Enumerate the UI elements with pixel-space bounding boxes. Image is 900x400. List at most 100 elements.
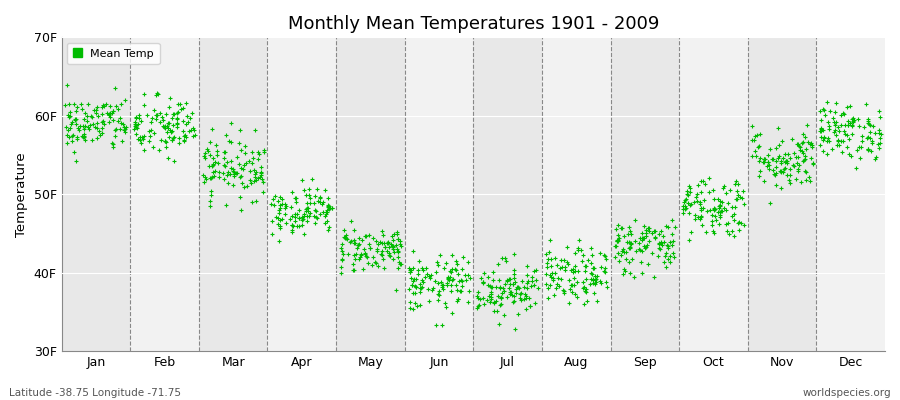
Point <box>318 220 332 226</box>
Point <box>682 189 697 195</box>
Point <box>678 197 692 204</box>
Point <box>334 245 348 251</box>
Point <box>788 154 803 160</box>
Point <box>862 129 877 136</box>
Point <box>303 200 318 206</box>
Point <box>321 203 336 210</box>
Point <box>712 205 726 211</box>
Point <box>103 113 117 120</box>
Point <box>308 193 322 200</box>
Point <box>586 277 600 283</box>
Point <box>554 257 569 263</box>
Point <box>215 170 230 176</box>
Point <box>350 244 365 251</box>
Point <box>254 164 268 170</box>
Point <box>505 299 519 306</box>
Point <box>779 171 794 178</box>
Point <box>517 296 531 302</box>
Point <box>177 137 192 144</box>
Point <box>310 186 324 192</box>
Point <box>225 182 239 188</box>
Point <box>577 284 591 290</box>
Point <box>789 140 804 147</box>
Point <box>783 172 797 179</box>
Point <box>846 115 860 122</box>
Point <box>85 114 99 120</box>
Point <box>149 112 164 118</box>
Point <box>797 153 812 159</box>
Point <box>508 290 523 296</box>
Point <box>451 296 465 302</box>
Point <box>409 284 423 290</box>
Point <box>334 264 348 270</box>
Point <box>430 262 445 268</box>
Point <box>415 284 429 290</box>
Point <box>320 218 335 224</box>
Point <box>237 162 251 168</box>
Bar <box>542 37 610 351</box>
Point <box>264 201 278 208</box>
Point <box>273 202 287 208</box>
Point <box>806 161 820 167</box>
Point <box>580 298 595 305</box>
Point <box>343 238 357 245</box>
Point <box>185 125 200 131</box>
Point <box>615 248 629 254</box>
Point <box>391 236 405 242</box>
Point <box>752 173 767 180</box>
Point <box>210 152 224 158</box>
Point <box>579 276 593 282</box>
Point <box>854 133 868 139</box>
Point <box>527 282 542 288</box>
Point <box>566 282 580 288</box>
Point <box>841 144 855 150</box>
Point <box>491 293 506 299</box>
Point <box>480 296 494 303</box>
Point <box>268 193 283 200</box>
Point <box>483 299 498 305</box>
Point <box>498 281 512 288</box>
Point <box>489 284 503 290</box>
Point <box>129 131 143 137</box>
Point <box>154 137 168 144</box>
Point <box>598 256 613 262</box>
Point <box>481 282 495 288</box>
Point <box>805 144 819 151</box>
Point <box>430 259 445 266</box>
Point <box>520 271 535 278</box>
Point <box>771 142 786 148</box>
Point <box>222 138 237 144</box>
Point <box>713 203 727 210</box>
Point <box>721 200 735 206</box>
Point <box>445 252 459 258</box>
Point <box>587 290 601 297</box>
Point <box>269 214 284 220</box>
Point <box>274 201 289 207</box>
Point <box>288 195 302 202</box>
Point <box>598 269 612 276</box>
Point <box>141 137 156 144</box>
Point <box>582 281 597 288</box>
Point <box>323 204 338 211</box>
Point <box>514 290 528 296</box>
Point <box>267 202 282 208</box>
Point <box>756 159 770 166</box>
Point <box>386 237 400 244</box>
Point <box>677 199 691 205</box>
Point <box>523 303 537 310</box>
Point <box>265 218 279 224</box>
Point <box>484 284 499 290</box>
Point <box>108 126 122 133</box>
Point <box>116 124 130 130</box>
Point <box>799 176 814 183</box>
Point <box>458 272 473 278</box>
Point <box>774 158 788 164</box>
Point <box>111 106 125 112</box>
Point <box>528 300 543 306</box>
Point <box>846 117 860 124</box>
Point <box>796 158 810 164</box>
Point <box>679 196 693 202</box>
Point <box>843 153 858 159</box>
Point <box>157 124 171 130</box>
Point <box>442 277 456 283</box>
